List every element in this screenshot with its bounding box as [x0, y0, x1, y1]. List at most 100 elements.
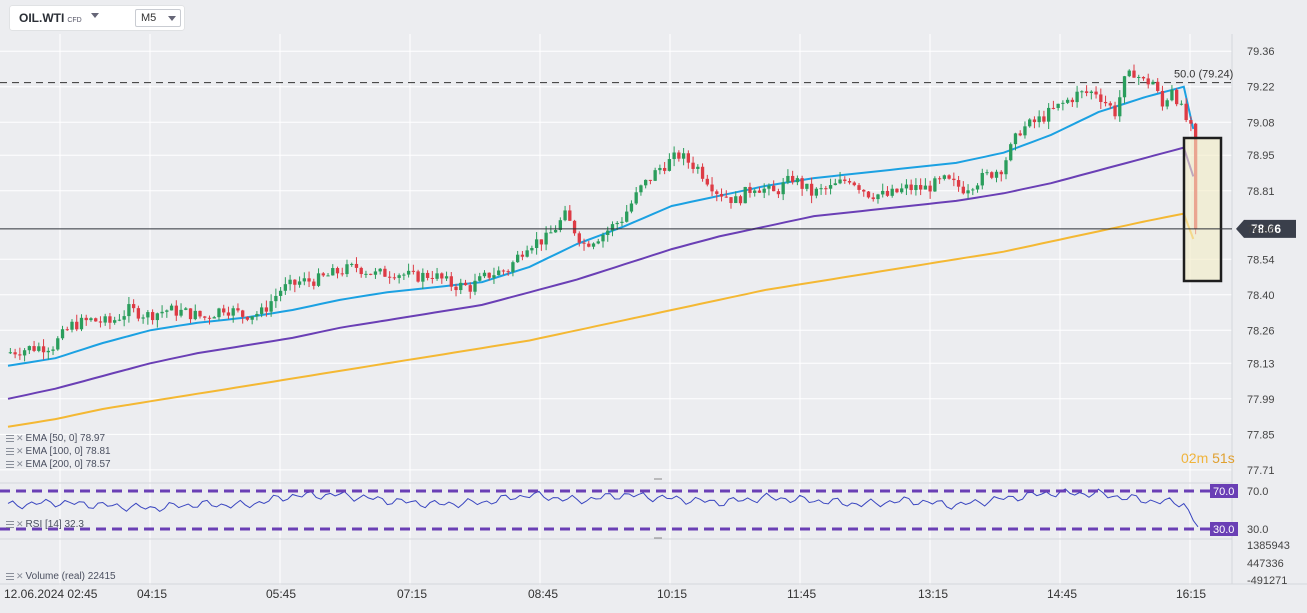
- candle-body: [833, 183, 837, 186]
- close-icon[interactable]: ✕: [16, 571, 24, 581]
- settings-icon[interactable]: [6, 572, 14, 580]
- candle-body: [734, 196, 738, 204]
- candle-body: [231, 308, 235, 316]
- candle-body: [814, 188, 819, 196]
- y-tick-label: 78.54: [1247, 254, 1275, 266]
- candle-body: [553, 229, 558, 233]
- candle-countdown: 02m 51s: [1181, 450, 1235, 466]
- chevron-down-icon[interactable]: [91, 13, 99, 18]
- settings-icon[interactable]: [6, 520, 14, 528]
- settings-icon[interactable]: [6, 434, 14, 442]
- candle-body: [966, 190, 970, 194]
- indicator-ema-200[interactable]: ✕ EMA [200, 0] 78.57: [6, 459, 111, 470]
- candle-body: [1032, 119, 1037, 123]
- candle-body: [1089, 91, 1093, 94]
- x-tick-label: 16:15: [1176, 587, 1206, 601]
- candle-body: [511, 262, 515, 272]
- rsi-lower-tag: [1210, 522, 1238, 536]
- symbol-selector[interactable]: OIL.WTI CFD M5: [10, 6, 184, 30]
- candle-body: [719, 193, 724, 197]
- candle-body: [871, 197, 875, 200]
- candle-body: [478, 276, 482, 281]
- indicator-ema-50[interactable]: ✕ EMA [50, 0] 78.97: [6, 433, 105, 444]
- candle-body: [961, 186, 965, 194]
- indicator-label: Volume (real) 22415: [25, 571, 116, 582]
- countdown-seconds-unit: s: [1227, 450, 1235, 466]
- candle-body: [1013, 133, 1018, 145]
- candle-body: [1170, 89, 1174, 101]
- candle-body: [824, 188, 828, 190]
- candle-body: [454, 286, 458, 291]
- ema-line: [7, 146, 1195, 400]
- candle-body: [1189, 120, 1193, 124]
- candle-body: [999, 171, 1003, 175]
- candle-body: [772, 185, 776, 192]
- candle-body: [568, 210, 572, 221]
- candle-body: [1099, 94, 1103, 102]
- candle-body: [947, 175, 951, 179]
- candle-body: [1146, 78, 1150, 85]
- candle-body: [369, 273, 373, 275]
- candle-body: [715, 191, 719, 194]
- candle-body: [591, 243, 596, 247]
- indicator-volume[interactable]: ✕ Volume (real) 22415: [6, 571, 116, 582]
- candle-body: [900, 188, 904, 193]
- candle-body: [762, 188, 766, 193]
- rsi-tick: 70.0: [1247, 486, 1268, 498]
- y-tick-label: 78.13: [1247, 358, 1275, 370]
- candle-body: [241, 310, 245, 317]
- timeframe-select[interactable]: M5: [135, 9, 181, 27]
- candle-body: [283, 284, 288, 291]
- candle-body: [387, 276, 392, 278]
- close-icon[interactable]: ✕: [16, 519, 24, 529]
- candle-body: [32, 346, 36, 351]
- candle-body: [1151, 81, 1155, 85]
- indicator-rsi[interactable]: ✕ RSI [14] 32.3: [6, 519, 84, 530]
- candle-body: [193, 310, 197, 320]
- candle-body: [255, 313, 259, 317]
- candle-body: [212, 317, 216, 319]
- indicator-label: EMA [100, 0] 78.81: [25, 446, 111, 457]
- candle-body: [1004, 160, 1008, 175]
- candle-body: [781, 182, 785, 195]
- candle-body: [1042, 116, 1046, 122]
- candle-body: [492, 275, 496, 278]
- x-tick-label: 14:45: [1047, 587, 1077, 601]
- candle-body: [1084, 91, 1089, 94]
- candle-body: [795, 178, 800, 183]
- candle-body: [350, 263, 354, 265]
- y-tick-label: 78.81: [1247, 186, 1275, 198]
- candle-body: [838, 179, 842, 184]
- candle-body: [449, 276, 453, 287]
- candle-body: [41, 346, 46, 353]
- candle-body: [463, 282, 468, 286]
- candle-body: [269, 301, 273, 312]
- close-icon[interactable]: ✕: [16, 459, 24, 469]
- close-icon[interactable]: ✕: [16, 433, 24, 443]
- candle-body: [89, 318, 93, 321]
- y-tick-label: 78.40: [1247, 290, 1275, 302]
- candle-body: [259, 307, 264, 314]
- candle-body: [307, 278, 311, 282]
- candle-body: [923, 185, 928, 190]
- indicator-ema-100[interactable]: ✕ EMA [100, 0] 78.81: [6, 446, 111, 457]
- candle-body: [98, 321, 103, 323]
- settings-icon[interactable]: [6, 447, 14, 455]
- candle-body: [1075, 91, 1079, 103]
- candle-body: [51, 349, 55, 351]
- candle-body: [141, 317, 145, 319]
- candle-body: [606, 230, 610, 236]
- close-icon[interactable]: ✕: [16, 446, 24, 456]
- candle-body: [264, 307, 269, 312]
- candle-body: [146, 312, 150, 318]
- candle-body: [952, 178, 956, 181]
- ema-lines: [7, 85, 1195, 428]
- candle-body: [169, 305, 174, 311]
- settings-icon[interactable]: [6, 460, 14, 468]
- candle-body: [691, 162, 695, 169]
- candle-body: [27, 346, 31, 351]
- rsi-tick: 30.0: [1247, 524, 1268, 536]
- candle-body: [1061, 102, 1065, 104]
